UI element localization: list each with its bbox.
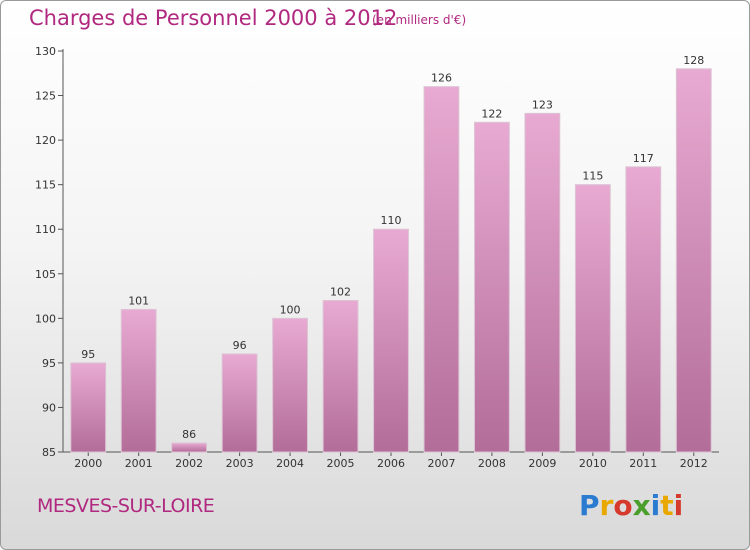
brand-letter: r bbox=[599, 489, 614, 522]
y-tick-label: 100 bbox=[35, 312, 56, 325]
x-tick-label: 2000 bbox=[74, 457, 102, 470]
town-name: MESVES-SUR-LOIRE bbox=[37, 495, 215, 517]
bar-2002 bbox=[171, 442, 208, 453]
data-label: 96 bbox=[233, 339, 247, 352]
x-tick-label: 2012 bbox=[680, 457, 708, 470]
data-label: 102 bbox=[330, 286, 351, 299]
bar-2011 bbox=[625, 166, 662, 453]
data-label: 122 bbox=[481, 107, 502, 120]
brand-letter: i bbox=[673, 489, 684, 522]
bar-2000 bbox=[70, 362, 107, 453]
y-tick-label: 115 bbox=[35, 179, 56, 192]
bar-2010 bbox=[574, 184, 611, 453]
x-tick-label: 2011 bbox=[629, 457, 657, 470]
data-label: 123 bbox=[532, 98, 553, 111]
y-tick-label: 125 bbox=[35, 90, 56, 103]
bar-2007 bbox=[423, 86, 460, 453]
y-tick-label: 120 bbox=[35, 134, 56, 147]
x-tick-label: 2006 bbox=[377, 457, 405, 470]
x-tick-label: 2008 bbox=[478, 457, 506, 470]
data-label: 86 bbox=[182, 428, 196, 441]
brand-letter: x bbox=[632, 489, 651, 522]
bar-2003 bbox=[221, 353, 258, 453]
data-label: 101 bbox=[128, 294, 149, 307]
y-tick-label: 85 bbox=[42, 446, 56, 459]
data-label: 126 bbox=[431, 72, 452, 85]
x-tick-label: 2009 bbox=[528, 457, 556, 470]
data-label: 128 bbox=[683, 54, 704, 67]
y-tick-label: 130 bbox=[35, 45, 56, 58]
data-label: 115 bbox=[582, 170, 603, 183]
proxiti-logo: Proxiti bbox=[579, 489, 683, 522]
data-label: 110 bbox=[381, 214, 402, 227]
data-label: 117 bbox=[633, 152, 654, 165]
x-tick-label: 2010 bbox=[579, 457, 607, 470]
x-tick-label: 2001 bbox=[125, 457, 153, 470]
bar-2008 bbox=[474, 121, 510, 453]
chart-title: Charges de Personnel 2000 à 2012 bbox=[29, 6, 398, 30]
brand-letter: t bbox=[660, 489, 674, 522]
bar-2001 bbox=[120, 308, 157, 453]
y-tick-label: 95 bbox=[42, 357, 56, 370]
brand-letter: i bbox=[650, 489, 661, 522]
data-label: 100 bbox=[280, 303, 301, 316]
x-tick-label: 2005 bbox=[327, 457, 355, 470]
bar-2004 bbox=[272, 317, 308, 453]
bar-2005 bbox=[322, 300, 359, 453]
bar-2009 bbox=[524, 112, 561, 453]
x-tick-label: 2003 bbox=[226, 457, 254, 470]
y-tick-label: 110 bbox=[35, 223, 56, 236]
brand-letter: o bbox=[613, 489, 633, 522]
x-tick-label: 2007 bbox=[427, 457, 455, 470]
x-tick-label: 2004 bbox=[276, 457, 304, 470]
brand-letter: P bbox=[579, 489, 600, 522]
chart-subtitle: (en milliers d'€) bbox=[372, 13, 467, 27]
y-tick-label: 105 bbox=[35, 268, 56, 281]
y-tick-label: 90 bbox=[42, 401, 56, 414]
bar-2012 bbox=[675, 68, 712, 453]
bar-2006 bbox=[373, 228, 409, 453]
data-label: 95 bbox=[81, 348, 95, 361]
x-tick-label: 2002 bbox=[175, 457, 203, 470]
